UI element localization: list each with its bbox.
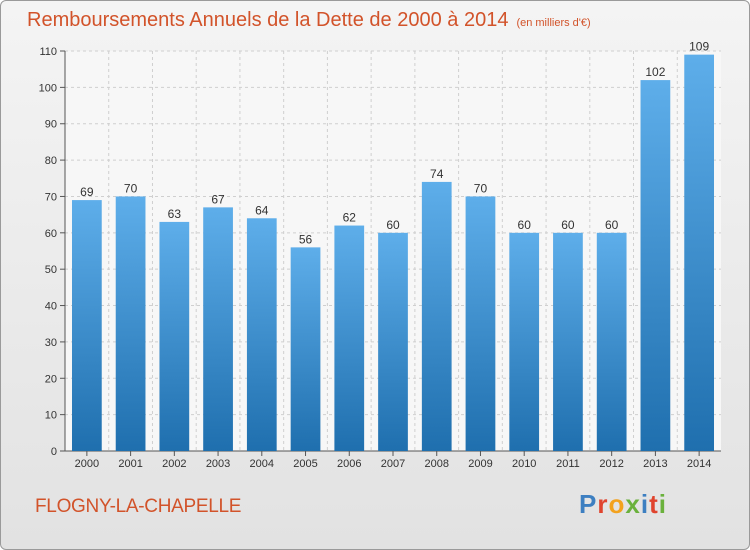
bar — [596, 232, 627, 451]
y-tick-label: 40 — [45, 301, 57, 313]
bar — [509, 232, 540, 451]
bar — [290, 247, 321, 451]
bar — [71, 200, 102, 451]
bar — [115, 196, 146, 451]
labels: 0 10 20 30 40 50 60 70 80 90 100 110 69 2000 70 2001 63 2… — [39, 40, 712, 470]
y-tick-label: 90 — [45, 119, 57, 131]
data-label: 62 — [343, 211, 357, 225]
data-label: 102 — [645, 65, 665, 79]
data-label: 69 — [80, 185, 94, 199]
logo-letter: i — [640, 489, 650, 519]
proxiti-logo[interactable]: Proxiti — [579, 489, 667, 520]
data-label: 63 — [168, 207, 182, 221]
bar — [334, 225, 365, 451]
logo-letter: P — [579, 489, 598, 519]
x-tick-label: 2007 — [381, 458, 405, 470]
bar — [421, 181, 452, 451]
bar — [246, 218, 277, 451]
x-tick-label: 2010 — [512, 458, 536, 470]
x-tick-label: 2001 — [118, 458, 142, 470]
bar — [203, 207, 233, 451]
logo-letter: x — [625, 489, 641, 519]
bar — [378, 232, 408, 451]
bars — [71, 54, 715, 452]
data-label: 67 — [211, 192, 225, 206]
data-label: 70 — [124, 181, 138, 195]
x-tick-label: 2013 — [643, 458, 667, 470]
chart-title-block: Remboursements Annuels de la Dette de 20… — [27, 9, 591, 32]
logo-letter: i — [658, 489, 667, 519]
x-tick-label: 2014 — [687, 458, 711, 470]
y-tick-label: 70 — [45, 191, 57, 203]
y-tick-label: 20 — [45, 373, 57, 385]
x-tick-label: 2012 — [599, 458, 623, 470]
bar — [465, 196, 496, 451]
data-label: 56 — [299, 232, 313, 246]
data-label: 60 — [605, 218, 619, 232]
y-tick-label: 60 — [45, 228, 57, 240]
logo-letter: o — [608, 489, 626, 519]
data-label: 74 — [430, 167, 444, 181]
x-tick-label: 2005 — [293, 458, 317, 470]
data-label: 60 — [518, 218, 532, 232]
x-tick-label: 2011 — [556, 458, 580, 470]
chart-title: Remboursements Annuels de la Dette de 20… — [27, 9, 509, 31]
logo-letter: r — [597, 489, 609, 519]
x-tick-label: 2004 — [250, 458, 274, 470]
data-label: 60 — [386, 218, 400, 232]
y-tick-label: 110 — [39, 46, 57, 58]
x-tick-label: 2003 — [206, 458, 230, 470]
bar — [684, 54, 715, 452]
data-label: 70 — [474, 181, 488, 195]
x-tick-label: 2006 — [337, 458, 361, 470]
x-tick-label: 2002 — [162, 458, 186, 470]
y-tick-label: 30 — [45, 337, 57, 349]
data-label: 64 — [255, 203, 269, 217]
bar — [640, 80, 671, 451]
bar — [159, 221, 190, 451]
y-tick-label: 100 — [39, 82, 57, 94]
data-label: 109 — [689, 40, 709, 54]
x-tick-label: 2000 — [75, 458, 99, 470]
x-tick-label: 2009 — [468, 458, 492, 470]
x-tick-label: 2008 — [424, 458, 448, 470]
y-tick-label: 10 — [45, 410, 57, 422]
y-tick-label: 50 — [45, 264, 57, 276]
data-label: 60 — [561, 218, 575, 232]
town-name: FLOGNY-LA-CHAPELLE — [35, 496, 242, 517]
unit-label: (en milliers d'€) — [516, 17, 591, 29]
y-tick-label: 80 — [45, 155, 57, 167]
logo-letter: t — [649, 489, 659, 519]
bar — [553, 232, 583, 451]
y-tick-label: 0 — [51, 446, 57, 458]
